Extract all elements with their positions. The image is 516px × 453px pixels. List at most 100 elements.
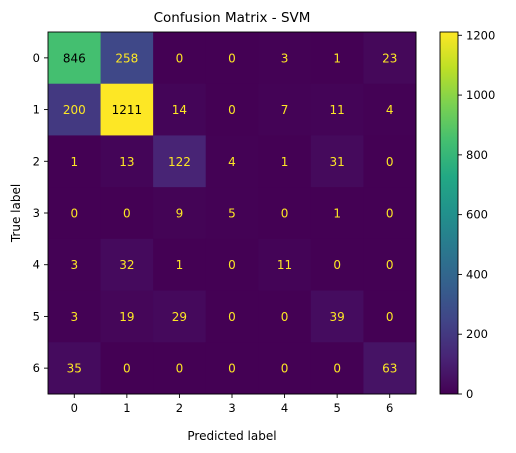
heatmap-cell (258, 238, 312, 292)
x-axis-label: Predicted label (187, 429, 276, 443)
heatmap-cell (310, 83, 364, 136)
heatmap-cell (100, 290, 154, 343)
cell-value-label: 0 (386, 310, 394, 324)
cell-value-label: 0 (228, 258, 236, 272)
cell-value-label: 5 (228, 207, 236, 221)
y-tick-label: 2 (33, 154, 40, 168)
heatmap-cell (48, 83, 102, 136)
chart-title: Confusion Matrix - SVM (154, 10, 311, 26)
cell-value-label: 4 (228, 155, 236, 169)
heatmap-cell (310, 135, 364, 188)
cell-value-label: 11 (329, 103, 344, 117)
heatmap-cell (100, 238, 154, 292)
cell-value-label: 1 (176, 258, 184, 272)
heatmap-cell (258, 187, 312, 240)
colorbar-tick-label: 1200 (466, 28, 495, 42)
heatmap-cell (100, 135, 154, 188)
heatmap-cell (153, 135, 207, 188)
cell-value-label: 0 (228, 310, 236, 324)
heatmap-cell (258, 135, 312, 188)
cell-value-label: 1 (333, 207, 341, 221)
cell-value-label: 0 (386, 258, 394, 272)
cell-value-label: 0 (228, 362, 236, 376)
colorbar-ticks: 0 200 400 600 800 1000 1200 (458, 28, 495, 401)
cell-value-label: 32 (119, 258, 134, 272)
colorbar-tick-label: 800 (466, 148, 488, 162)
cell-value-label: 0 (281, 310, 289, 324)
heatmap-cell (363, 32, 417, 85)
y-tick-label: 3 (33, 206, 40, 220)
heatmap-cell (100, 32, 154, 85)
heatmap-cell (48, 342, 102, 395)
cell-value-label: 0 (228, 51, 236, 65)
colorbar-tick-label: 1000 (466, 88, 495, 102)
y-tick-label: 0 (33, 51, 40, 65)
heatmap-cell (205, 187, 259, 240)
heatmap-cell (153, 83, 207, 136)
cell-value-label: 0 (281, 207, 289, 221)
cell-value-label: 0 (123, 207, 131, 221)
heatmap-cell (205, 32, 259, 85)
x-tick-label: 3 (228, 401, 235, 415)
heatmap-cell (100, 83, 154, 136)
heatmap-cell (205, 342, 259, 395)
heatmap-cell (363, 135, 417, 188)
cell-value-label: 11 (277, 258, 292, 272)
heatmap-cell (153, 238, 207, 292)
y-tick-label: 4 (33, 258, 40, 272)
cell-value-label: 14 (172, 103, 187, 117)
y-tick-label: 6 (33, 361, 40, 375)
heatmap-cell (363, 83, 417, 136)
heatmap-cell (363, 187, 417, 240)
x-tick-label: 6 (386, 401, 393, 415)
cell-value-label: 122 (168, 155, 191, 169)
x-axis-ticks: 0 1 2 3 4 5 6 (71, 394, 393, 415)
heatmap-cell (310, 238, 364, 292)
heatmap-cell (48, 238, 102, 292)
cell-value-label: 3 (70, 258, 78, 272)
heatmap-cell (310, 342, 364, 395)
cell-value-label: 1 (281, 155, 289, 169)
y-axis-label: True label (9, 184, 23, 243)
cell-value-label: 1211 (112, 103, 143, 117)
y-axis-ticks: 0 1 2 3 4 5 6 (33, 51, 48, 375)
y-tick-label: 1 (33, 103, 40, 117)
x-tick-label: 2 (176, 401, 183, 415)
heatmap-cell (48, 135, 102, 188)
cell-value-label: 29 (172, 310, 187, 324)
cell-value-label: 0 (281, 362, 289, 376)
heatmap-cell (258, 83, 312, 136)
cell-value-label: 0 (386, 207, 394, 221)
heatmap-cell (205, 135, 259, 188)
cell-value-label: 0 (70, 207, 78, 221)
x-tick-label: 0 (71, 401, 78, 415)
colorbar (439, 31, 459, 395)
cell-value-label: 4 (386, 103, 394, 117)
cell-value-label: 0 (228, 103, 236, 117)
heatmap-cell (363, 290, 417, 343)
heatmap-cell (153, 342, 207, 395)
cell-value-label: 13 (119, 155, 134, 169)
cell-value-label: 0 (176, 51, 184, 65)
cell-value-label: 39 (329, 310, 344, 324)
cell-value-label: 0 (386, 155, 394, 169)
cell-value-label: 0 (333, 258, 341, 272)
heatmap-cell (48, 187, 102, 240)
cell-value-label: 63 (382, 362, 397, 376)
colorbar-tick-label: 400 (466, 267, 488, 281)
heatmap-cell (100, 187, 154, 240)
x-tick-label: 1 (123, 401, 130, 415)
cell-value-label: 3 (70, 310, 78, 324)
cell-value-label: 1 (70, 155, 78, 169)
cell-value-label: 19 (119, 310, 134, 324)
cell-value-label: 1 (333, 51, 341, 65)
heatmap-cell (205, 83, 259, 136)
y-tick-label: 5 (33, 309, 40, 323)
cell-value-label: 7 (281, 103, 289, 117)
cell-value-label: 846 (63, 51, 86, 65)
heatmap-cell (153, 290, 207, 343)
heatmap-cells (48, 32, 417, 395)
cell-value-label: 35 (67, 362, 82, 376)
heatmap-cell (258, 32, 312, 85)
